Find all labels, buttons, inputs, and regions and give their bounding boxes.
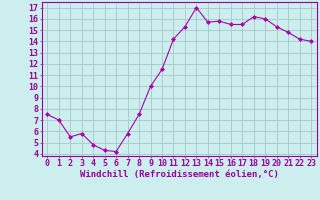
X-axis label: Windchill (Refroidissement éolien,°C): Windchill (Refroidissement éolien,°C) [80,170,279,179]
